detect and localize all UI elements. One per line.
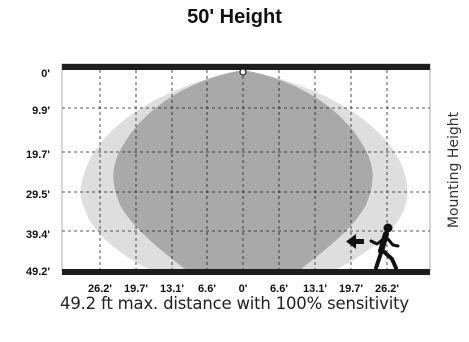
dashed-grid [62, 70, 430, 269]
y-tick-label: 29.5' [26, 189, 50, 201]
x-tick-label: 13.1' [303, 283, 327, 295]
sensor-icon [239, 68, 247, 76]
x-tick-label: 0' [239, 283, 248, 295]
x-tick-label: 26.2' [88, 283, 112, 295]
x-tick-label: 6.6' [198, 283, 216, 295]
x-tick-label: 6.6' [270, 283, 288, 295]
x-tick-label: 26.2' [375, 283, 399, 295]
floor-bar [62, 269, 430, 275]
walking-person-icon [369, 223, 400, 270]
ceiling-bar [62, 64, 430, 70]
diagram-caption: 49.2 ft max. distance with 100% sensitiv… [60, 294, 409, 313]
inner-coverage-zone [113, 70, 373, 270]
x-tick-label: 19.7' [339, 283, 363, 295]
x-tick-label: 19.7' [124, 283, 148, 295]
mounting-height-label: Mounting Height [446, 111, 462, 228]
y-tick-label: 0' [41, 68, 50, 80]
y-tick-label: 19.7' [26, 149, 50, 161]
arrow-left-icon [346, 234, 364, 249]
diagram-title: 50' Height [187, 6, 282, 28]
y-tick-label: 49.2' [26, 266, 50, 278]
y-tick-label: 39.4' [26, 229, 50, 241]
x-tick-label: 13.1' [160, 283, 184, 295]
y-tick-label: 9.9' [32, 105, 50, 117]
